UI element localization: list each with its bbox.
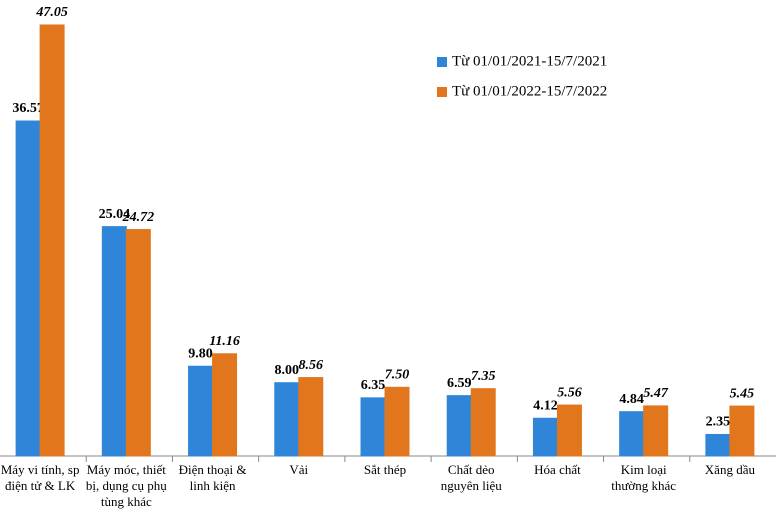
value-label: 5.47	[643, 386, 669, 401]
value-label: 11.16	[209, 334, 240, 349]
value-label: 6.59	[447, 376, 472, 391]
bar	[619, 411, 645, 457]
value-label: 8.00	[275, 363, 300, 378]
value-label: 47.05	[35, 5, 68, 20]
value-label: 7.50	[385, 368, 410, 383]
bar	[446, 395, 472, 457]
bar	[705, 433, 731, 457]
legend-swatch	[437, 87, 447, 97]
bar	[212, 353, 238, 457]
legend-label: Từ 01/01/2021-15/7/2021	[452, 53, 607, 69]
bar	[643, 405, 669, 457]
value-label: 4.84	[619, 392, 644, 407]
bar	[15, 120, 41, 457]
bar	[360, 397, 386, 457]
bar	[729, 405, 755, 457]
bar	[470, 388, 496, 457]
value-label: 5.45	[730, 386, 755, 401]
x-tick-label: Vải	[289, 462, 309, 477]
x-tick-label: Chất dẻo nguyên liệu	[440, 462, 502, 493]
x-tick-label: Xăng dầu	[704, 462, 755, 477]
value-label: 36.57	[12, 101, 44, 116]
x-tick-label: Kim loại thường khác	[611, 462, 677, 493]
x-tick-label: Máy móc, thiết bị, dụng cụ phụ tùng khác	[85, 462, 167, 509]
bar	[188, 365, 214, 457]
bar	[532, 417, 558, 457]
value-label: 7.35	[471, 369, 496, 384]
value-label: 25.04	[99, 207, 131, 222]
bar	[274, 382, 300, 457]
value-label: 24.72	[122, 210, 155, 225]
value-label: 4.12	[533, 398, 558, 413]
x-tick-label: Sắt thép	[363, 462, 407, 477]
x-tick-label: Máy vi tính, sp điện tử & LK	[0, 462, 80, 493]
bar	[39, 24, 65, 457]
value-label: 8.56	[299, 358, 324, 373]
bar	[298, 377, 324, 457]
bar	[101, 226, 127, 457]
value-label: 5.56	[557, 385, 582, 400]
legend-swatch	[437, 57, 447, 67]
value-label: 2.35	[706, 415, 731, 430]
bar	[125, 229, 151, 457]
legend-label: Từ 01/01/2022-15/7/2022	[452, 83, 607, 99]
x-tick-label: Điện thoại & linh kiện	[178, 462, 247, 493]
value-label: 6.35	[361, 378, 386, 393]
value-label: 9.80	[188, 346, 213, 361]
x-tick-label: Hóa chất	[534, 462, 581, 477]
bar	[556, 404, 582, 457]
bar	[384, 386, 410, 457]
